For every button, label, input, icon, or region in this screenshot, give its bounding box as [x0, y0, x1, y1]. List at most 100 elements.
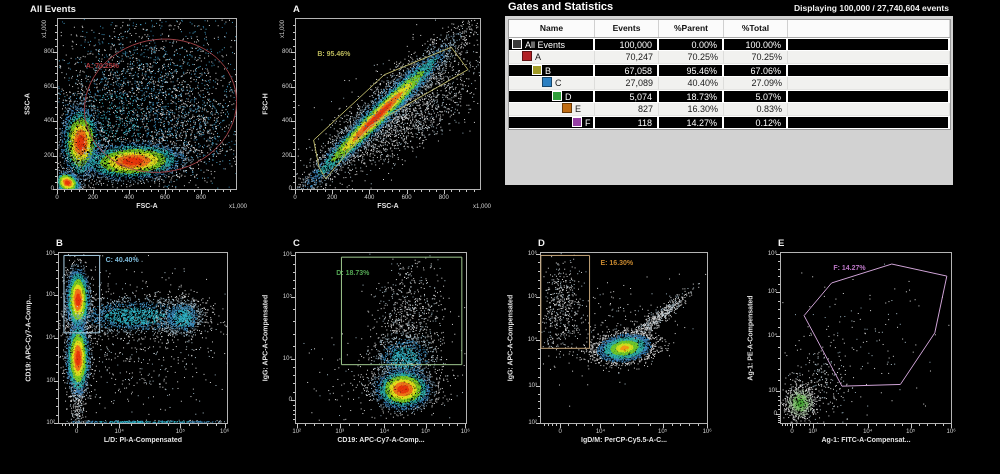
tick-label: 10⁵	[767, 288, 777, 295]
y-axis-label: FSC-H	[262, 93, 270, 115]
plot-title: E	[778, 238, 785, 249]
tick-label: 10⁵	[45, 292, 55, 298]
gate-events: 100,000	[595, 38, 659, 51]
tick-label: 10⁶	[527, 250, 537, 257]
tick-label: 10⁶	[702, 429, 712, 435]
plot-e: E Ag-1: PE-A-Compensated Ag-1: FITC-A-Co…	[748, 236, 1000, 472]
tick-label: 10³	[528, 383, 537, 390]
gate-total: 67.06%	[724, 64, 788, 77]
scatter-canvas[interactable]	[289, 252, 467, 430]
gate-row-f[interactable]: F 118 14.27% 0.12%	[509, 116, 950, 129]
tick-label: 10²	[46, 420, 55, 427]
tick-label: 600	[281, 83, 292, 90]
tick-label: 10⁶	[767, 250, 777, 257]
events-displayed-count: Displaying 100,000 / 27,740,604 events	[794, 3, 949, 13]
tick-label: 400	[281, 118, 292, 125]
tick-label: 10⁶	[946, 429, 956, 435]
gate-events: 70,247	[595, 51, 659, 64]
gate-label[interactable]: E: 16.30%	[600, 259, 634, 267]
y-axis-label: SSC-A	[24, 93, 32, 115]
tick-label: 10⁶	[45, 250, 55, 257]
gate-name: D	[565, 92, 572, 102]
gate-label[interactable]: F: 14.27%	[833, 264, 866, 272]
gate-row-spacer	[788, 51, 950, 64]
gate-name-cell: All Events	[509, 38, 595, 51]
tick-label: 0	[55, 195, 59, 201]
gate-row-spacer	[788, 90, 950, 103]
tick-label: 10⁴	[767, 333, 777, 340]
plot-title: B	[56, 238, 63, 249]
tick-label: 200	[281, 152, 292, 159]
tick-label: 10⁶	[220, 429, 230, 435]
x-axis-label: FSC-A	[136, 203, 158, 210]
tick-label: 0	[50, 186, 54, 193]
tick-label: 10⁴	[863, 429, 873, 435]
tick-label: 10⁴	[114, 429, 124, 435]
gates-table: Name Events %Parent %Total All Events 100,000…	[508, 19, 951, 130]
tick-label: 10⁶	[460, 429, 470, 435]
tick-label: 800	[281, 49, 292, 56]
gate-parent: 95.46%	[659, 64, 724, 77]
plot-title: A	[293, 4, 300, 15]
tick-label: 600	[43, 83, 54, 90]
y-axis-label: Ag-1: PE-A-Compensated	[747, 295, 755, 381]
gates-panel-header: Gates and Statistics Displaying 100,000 …	[505, 0, 953, 16]
gate-label[interactable]: C: 40.40%	[105, 257, 139, 265]
column-header-name[interactable]: Name	[509, 20, 595, 37]
gate-row-c[interactable]: C 27,089 40.40% 27.09%	[509, 77, 950, 90]
scatter-canvas[interactable]	[51, 18, 237, 196]
column-header-parent[interactable]: %Parent	[659, 20, 724, 37]
scatter-canvas[interactable]	[289, 18, 481, 196]
tick-label: 200	[87, 195, 98, 201]
gate-row-spacer	[788, 38, 950, 51]
gate-row-d[interactable]: D 5,074 18.73% 5.07%	[509, 90, 950, 103]
gate-color-swatch	[532, 65, 542, 75]
tick-label: 10⁵	[421, 429, 431, 435]
tick-label: 10³	[46, 378, 55, 384]
gate-label[interactable]: A: 70.25%	[85, 63, 119, 71]
x-axis-label: FSC-A	[377, 203, 399, 210]
gate-events: 67,058	[595, 64, 659, 77]
gate-row-spacer	[788, 103, 950, 116]
gate-name-cell: C	[509, 77, 595, 90]
tick-label: 800	[43, 49, 54, 56]
tick-label: 400	[364, 195, 375, 201]
tick-label: 0	[288, 186, 292, 193]
tick-label: 0	[773, 410, 777, 417]
tick-label: 10⁴	[527, 336, 537, 343]
x-axis-label: Ag-1: FITC-A-Compensat...	[821, 437, 911, 444]
gate-color-swatch	[542, 77, 552, 87]
x-axis-label: L/D: PI-A-Compensated	[103, 437, 183, 444]
plot-title: D	[538, 238, 545, 249]
scatter-canvas[interactable]	[52, 252, 228, 430]
column-header-total[interactable]: %Total	[724, 20, 788, 37]
gate-name-cell: B	[509, 64, 595, 77]
gate-color-swatch	[562, 103, 572, 113]
column-header-events[interactable]: Events	[595, 20, 659, 37]
tick-label: 10⁵	[175, 429, 185, 435]
scatter-canvas[interactable]	[774, 252, 952, 430]
x-axis-multiplier: x1,000	[228, 204, 247, 210]
gate-name: All Events	[525, 40, 566, 50]
gates-panel-title: Gates and Statistics	[508, 1, 614, 13]
gate-row-e[interactable]: E 827 16.30% 0.83%	[509, 103, 950, 116]
gate-name: C	[555, 78, 562, 88]
gate-events: 827	[595, 103, 659, 116]
gate-color-swatch	[572, 117, 582, 127]
plot-d: D IgG: APC-A-Compensated IgD/M: PerCP-Cy…	[508, 236, 769, 472]
gate-row-a[interactable]: A 70,247 70.25% 70.25%	[509, 51, 950, 64]
tick-label: 0	[75, 429, 79, 435]
y-axis-label: CD19: APC-Cy7-A-Comp...	[25, 294, 33, 382]
gate-total: 5.07%	[724, 90, 788, 103]
gate-label[interactable]: B: 95.46%	[317, 51, 351, 59]
gate-label[interactable]: D: 18.73%	[336, 269, 370, 277]
scatter-canvas[interactable]	[534, 252, 708, 430]
tick-label: 0	[293, 195, 297, 201]
gate-row-all-events[interactable]: All Events 100,000 0.00% 100.00%	[509, 38, 950, 51]
plot-c: C IgG: APC-A-Compensated CD19: APC-Cy7-A…	[262, 236, 516, 472]
gate-total: 0.83%	[724, 103, 788, 116]
tick-label: 10⁶	[282, 252, 292, 259]
gate-row-b[interactable]: B 67,058 95.46% 67.06%	[509, 64, 950, 77]
column-header-blank[interactable]	[788, 20, 950, 37]
gate-name: F	[585, 118, 591, 128]
